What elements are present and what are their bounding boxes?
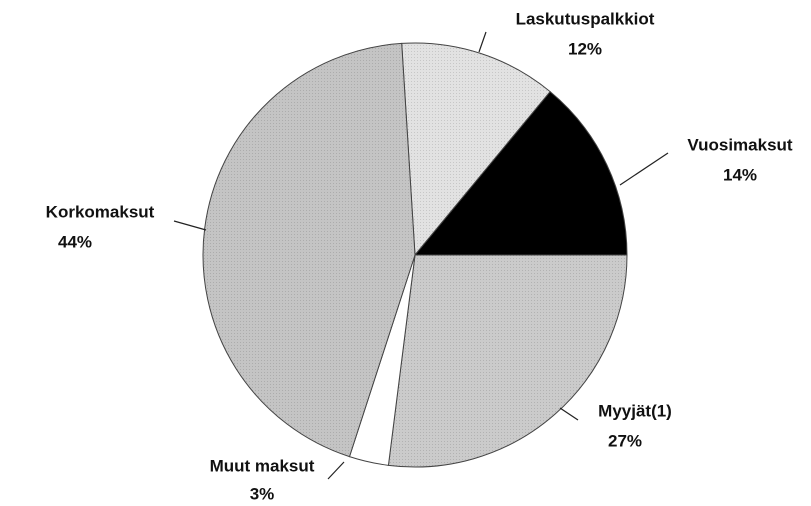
slice-label: Myyjät(1): [598, 401, 672, 420]
slice-value-label: 12%: [568, 39, 602, 58]
leader-line: [619, 152, 669, 186]
slice-texture: [203, 43, 415, 457]
leader-line: [327, 461, 345, 480]
slice-value-label: 14%: [723, 165, 757, 184]
slice-label: Korkomaksut: [46, 202, 155, 221]
leader-line: [478, 31, 487, 53]
pie-slice: [413, 90, 628, 256]
slice-value-label: 3%: [250, 484, 275, 503]
slice-value-label: 27%: [608, 431, 642, 450]
slice-label: Laskutuspalkkiot: [516, 9, 655, 28]
slice-value-label: 44%: [58, 232, 92, 251]
labels: Laskutuspalkkiot 12% Vuosimaksut 14% Myyjät(…: [46, 9, 793, 503]
leader-line: [173, 220, 207, 231]
slice-label: Muut maksut: [210, 456, 315, 475]
leader-line: [559, 407, 579, 421]
slice-label: Vuosimaksut: [687, 135, 793, 154]
slice-texture: [401, 43, 551, 256]
pie: [202, 42, 628, 468]
slice-texture: [388, 255, 627, 467]
